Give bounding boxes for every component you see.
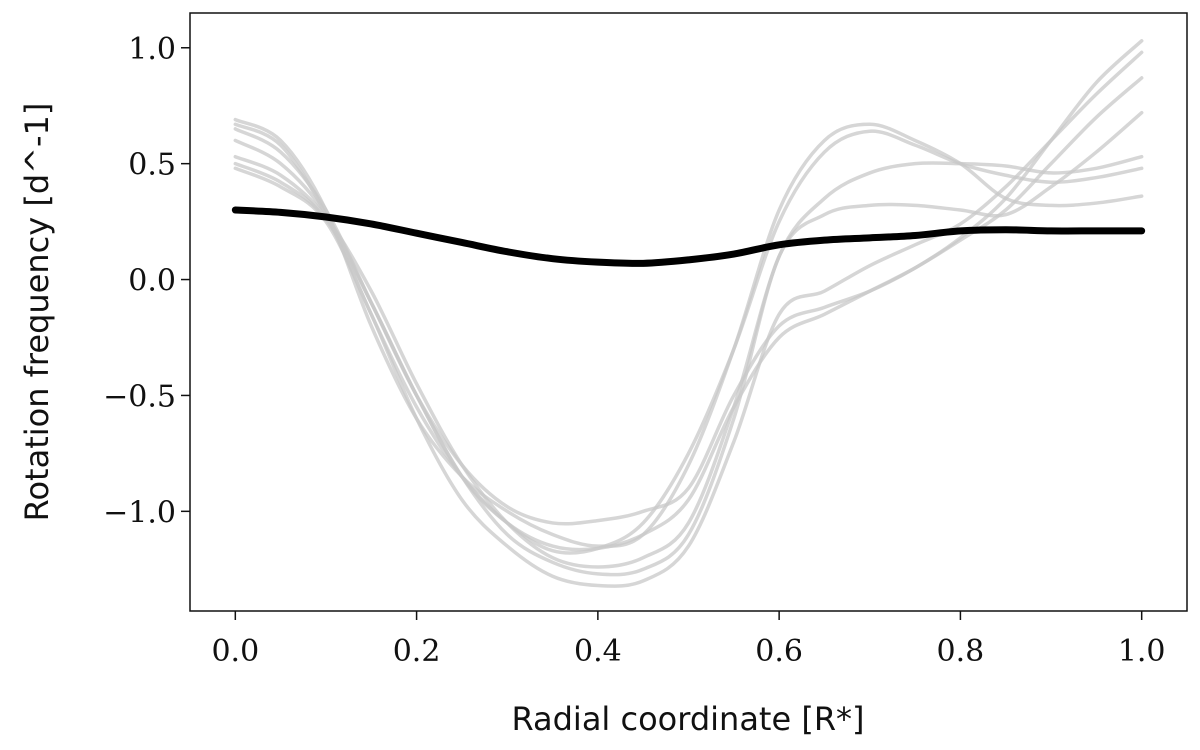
series-layer [231, 39, 1146, 588]
y-axis: 1.0 0.5 0.0 −0.5 −1.0 [103, 32, 190, 530]
y-tick-label: 1.0 [128, 32, 176, 67]
y-tick-label: 0.0 [128, 264, 176, 299]
plot-frame [189, 12, 1188, 612]
series-line-sample [233, 50, 1144, 588]
series-line-sample [233, 76, 1144, 552]
series-line-mean [231, 206, 1146, 267]
series-line-sample [233, 117, 1144, 548]
x-tick-label: 0.8 [937, 634, 985, 669]
x-tick-label: 0.6 [755, 634, 803, 669]
x-tick-label: 0.4 [574, 634, 622, 669]
x-tick-label: 0.2 [393, 634, 441, 669]
plot-area [190, 13, 1187, 611]
y-axis-label: Rotation frequency [d^-1] [18, 103, 56, 522]
y-tick-label: −1.0 [103, 495, 176, 530]
y-tick-label: −0.5 [103, 379, 176, 414]
x-tick-label: 0.0 [211, 634, 259, 669]
x-axis-label: Radial coordinate [R*] [511, 700, 864, 738]
series-line-sample [233, 154, 1144, 569]
x-tick-label: 1.0 [1118, 634, 1166, 669]
y-tick-label: 0.5 [128, 148, 176, 183]
x-axis: 0.0 0.2 0.4 0.6 0.8 1.0 [211, 611, 1166, 669]
